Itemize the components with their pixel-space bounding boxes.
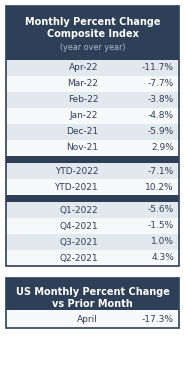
Text: Composite Index: Composite Index bbox=[47, 29, 138, 39]
Bar bbox=[6, 310, 179, 328]
Bar bbox=[6, 76, 179, 92]
Bar bbox=[6, 278, 179, 328]
Bar bbox=[6, 108, 179, 124]
Bar bbox=[6, 195, 179, 202]
Text: (year over year): (year over year) bbox=[60, 43, 125, 52]
Bar bbox=[6, 60, 179, 76]
Text: -7.1%: -7.1% bbox=[148, 167, 174, 175]
Text: -5.9%: -5.9% bbox=[148, 128, 174, 136]
Text: 1.0%: 1.0% bbox=[151, 238, 174, 246]
Text: -1.5%: -1.5% bbox=[148, 222, 174, 230]
Text: Apr-22: Apr-22 bbox=[69, 63, 98, 73]
Bar bbox=[6, 278, 179, 310]
Text: 2.9%: 2.9% bbox=[151, 144, 174, 152]
Bar bbox=[6, 6, 179, 266]
Text: Q3-2021: Q3-2021 bbox=[59, 238, 98, 246]
Bar bbox=[6, 140, 179, 156]
Bar bbox=[6, 124, 179, 140]
Text: Mar-22: Mar-22 bbox=[67, 79, 98, 89]
Bar bbox=[6, 92, 179, 108]
Text: -5.6%: -5.6% bbox=[148, 206, 174, 215]
Bar bbox=[6, 202, 179, 218]
Bar bbox=[6, 6, 179, 60]
Text: Dec-21: Dec-21 bbox=[66, 128, 98, 136]
Text: April: April bbox=[77, 314, 98, 324]
Bar bbox=[6, 156, 179, 163]
Text: -17.3%: -17.3% bbox=[142, 314, 174, 324]
Text: 10.2%: 10.2% bbox=[145, 183, 174, 191]
Text: Q2-2021: Q2-2021 bbox=[60, 254, 98, 262]
Text: Q4-2021: Q4-2021 bbox=[60, 222, 98, 230]
Text: -7.7%: -7.7% bbox=[148, 79, 174, 89]
Text: -11.7%: -11.7% bbox=[142, 63, 174, 73]
Text: Feb-22: Feb-22 bbox=[68, 96, 98, 105]
Text: -4.8%: -4.8% bbox=[148, 112, 174, 120]
Text: 4.3%: 4.3% bbox=[151, 254, 174, 262]
Bar bbox=[6, 163, 179, 179]
Bar bbox=[6, 250, 179, 266]
Text: YTD-2021: YTD-2021 bbox=[55, 183, 98, 191]
Text: Monthly Percent Change: Monthly Percent Change bbox=[25, 17, 160, 27]
Bar bbox=[6, 234, 179, 250]
Text: Q1-2022: Q1-2022 bbox=[60, 206, 98, 215]
Text: vs Prior Month: vs Prior Month bbox=[52, 299, 133, 309]
Text: US Monthly Percent Change: US Monthly Percent Change bbox=[16, 287, 169, 297]
Text: Nov-21: Nov-21 bbox=[66, 144, 98, 152]
Bar bbox=[6, 218, 179, 234]
Bar bbox=[6, 179, 179, 195]
Text: -3.8%: -3.8% bbox=[148, 96, 174, 105]
Text: YTD-2022: YTD-2022 bbox=[55, 167, 98, 175]
Text: Jan-22: Jan-22 bbox=[70, 112, 98, 120]
